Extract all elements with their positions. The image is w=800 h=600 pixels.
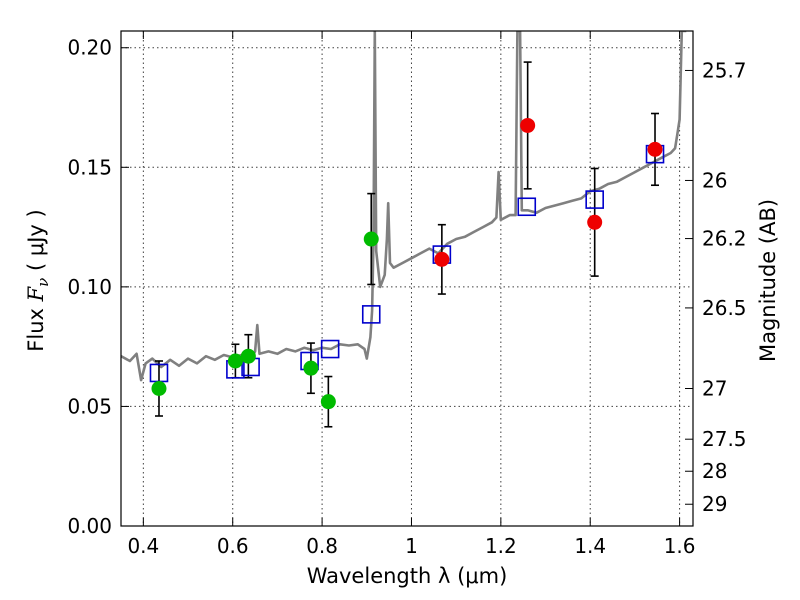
error-bars — [154, 61, 660, 428]
model-square-marker — [320, 339, 340, 359]
magnitude-tick-label: 26.5 — [702, 296, 747, 320]
y-tick-label: 0.00 — [67, 514, 112, 538]
x-tick-label: 1 — [405, 534, 418, 558]
y-axis-title-prefix: Flux — [24, 301, 48, 351]
magnitude-tick-label: 28 — [702, 459, 727, 483]
x-tick-label: 1.2 — [485, 534, 517, 558]
x-tick-label: 0.8 — [306, 534, 338, 558]
y2-axis-title: Magnitude (AB) — [756, 199, 780, 362]
grid-lines — [121, 31, 693, 526]
y-tick-label: 0.20 — [67, 36, 112, 60]
measured-point — [320, 394, 336, 410]
axis-ticks — [121, 31, 693, 527]
model-square-marker — [585, 190, 604, 209]
magnitude-tick-label: 26.2 — [702, 227, 747, 251]
plot-frame — [120, 30, 694, 527]
measured-points — [151, 117, 663, 410]
y-tick-label: 0.15 — [67, 155, 112, 179]
measured-point — [303, 360, 319, 376]
magnitude-tick-label: 29 — [702, 492, 727, 516]
tick-labels: 0.4 0.6 0.8 1 1.2 1.4 1.6 0.00 0.05 0.10 0.15 0.20 2… — [67, 36, 746, 558]
measured-point — [240, 348, 256, 364]
measured-point — [647, 141, 663, 157]
magnitude-tick-label: 27.5 — [702, 427, 747, 451]
x-axis-title: Wavelength λ (μm) — [307, 564, 508, 588]
x-tick-label: 1.6 — [664, 534, 696, 558]
y-axis-title-suffix: ( μJy ) — [24, 209, 48, 277]
x-tick-label: 0.4 — [127, 534, 159, 558]
y-axis-title-symbol: F — [24, 285, 48, 302]
measured-point — [587, 214, 603, 230]
template-spectrum-line — [121, 31, 687, 382]
model-square-marker — [517, 197, 537, 217]
magnitude-tick-label: 27 — [702, 377, 727, 401]
template-spectrum — [121, 31, 687, 382]
measured-point — [151, 381, 167, 396]
measured-point — [227, 353, 243, 369]
y-tick-label: 0.05 — [67, 394, 112, 418]
model-square-marker — [361, 305, 381, 324]
x-tick-label: 1.4 — [574, 534, 606, 558]
measured-point — [363, 231, 379, 247]
measured-point — [520, 117, 536, 133]
magnitude-tick-label: 26 — [702, 168, 727, 192]
y-axis-title-subscript: ν — [34, 278, 52, 287]
measured-point — [434, 251, 450, 267]
y-tick-label: 0.10 — [67, 275, 112, 299]
magnitude-tick-label: 25.7 — [702, 58, 747, 82]
y-axis-title: Flux Fν ( μJy ) — [24, 209, 52, 351]
model-squares — [149, 144, 665, 383]
x-tick-label: 0.6 — [217, 534, 249, 558]
